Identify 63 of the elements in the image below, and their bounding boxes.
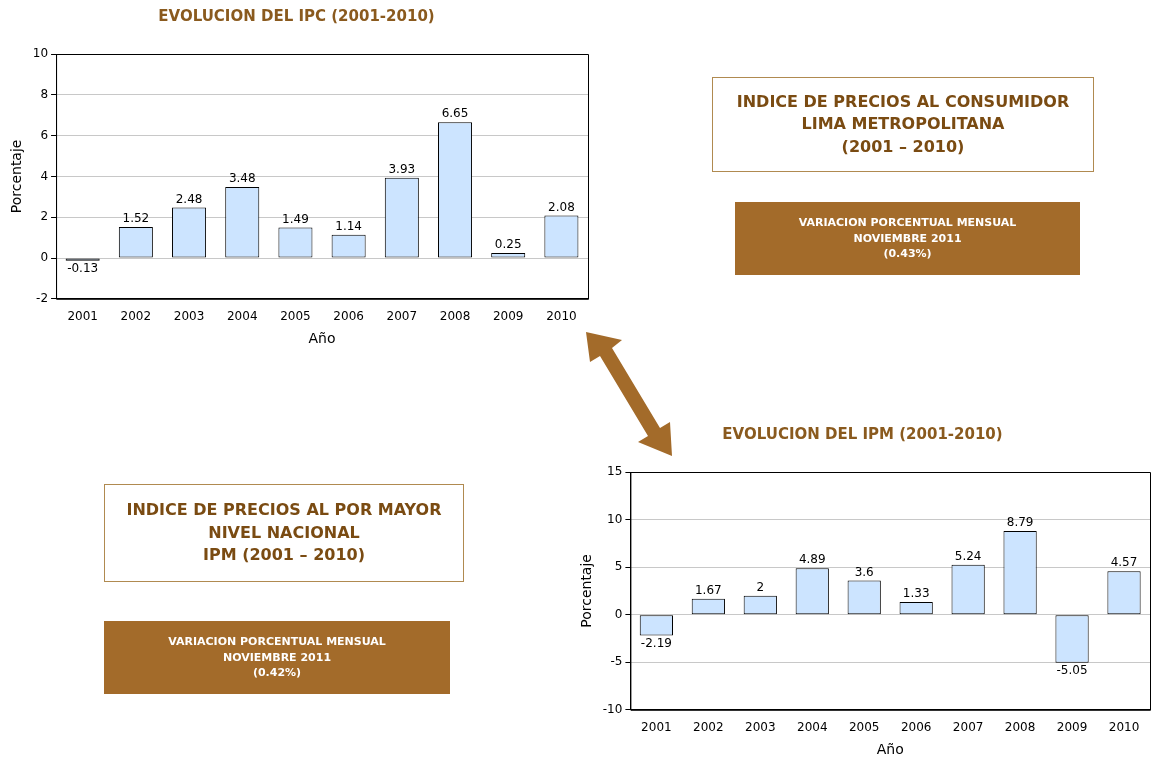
y-tick-label: -10 (602, 701, 623, 716)
x-tick-label: 2008 (1004, 720, 1036, 735)
data-label: 8.79 (1006, 515, 1034, 530)
data-label: -5.05 (1056, 662, 1088, 677)
x-tick-label: 2008 (439, 309, 471, 324)
data-label: 1.14 (335, 218, 362, 233)
x-tick-label: 2010 (546, 309, 577, 324)
data-label: 1.67 (694, 582, 722, 597)
x-tick-label: 2001 (67, 309, 98, 324)
x-axis-title: Año (308, 330, 336, 347)
data-label: 4.89 (798, 552, 826, 567)
data-label: 4.57 (1110, 555, 1138, 570)
data-label: 1.49 (282, 211, 309, 226)
data-label: 1.52 (122, 211, 150, 226)
text: INDICE DE PRECIOS AL CONSUMIDOR LIMA METROPOLITANA (2001 – 2010) (712, 77, 1094, 172)
data-label: 2.08 (548, 199, 575, 214)
x-tick-label: 2007 (386, 309, 418, 324)
y-tick-label: 8 (40, 86, 49, 101)
y-tick-label: 10 (32, 46, 49, 61)
x-tick-label: 2003 (173, 309, 205, 324)
y-tick-label: 0 (614, 606, 623, 621)
x-tick-label: 2005 (280, 309, 311, 324)
y-axis-title: Porcentaje (578, 554, 595, 628)
data-label: 2.48 (175, 191, 203, 206)
y-axis-title: Porcentaje (8, 139, 25, 214)
text: VARIACION PORCENTUAL MENSUAL NOVIEMBRE 2011 (0.43%) (735, 202, 1080, 275)
y-tick-label: 15 (607, 464, 623, 479)
x-tick-label: 2002 (693, 720, 724, 735)
x-tick-label: 2002 (120, 309, 152, 324)
y-tick-label: 0 (40, 250, 49, 265)
y-tick-label: 10 (607, 511, 623, 526)
data-label: -0.13 (67, 260, 99, 275)
chart-title: EVOLUCION DEL IPC (2001-2010) (158, 6, 435, 25)
x-tick-label: 2009 (1056, 720, 1088, 735)
data-label: 3.48 (228, 171, 256, 186)
data-label: 3.6 (854, 564, 874, 579)
data-label: 2 (756, 579, 765, 594)
x-tick-label: 2003 (745, 720, 776, 735)
x-tick-label: 2005 (848, 720, 880, 735)
data-label: 5.24 (954, 548, 982, 563)
data-label: 0.25 (494, 237, 522, 252)
x-tick-label: 2006 (900, 720, 932, 735)
data-label: -2.19 (640, 635, 672, 650)
data-label: 3.93 (388, 161, 416, 176)
x-tick-label: 2001 (641, 720, 672, 735)
chart-title: EVOLUCION DEL IPM (2001-2010) (722, 424, 1003, 443)
y-tick-label: 6 (40, 127, 49, 142)
y-tick-label: 5 (614, 559, 623, 574)
x-tick-label: 2010 (1108, 720, 1140, 735)
text: INDICE DE PRECIOS AL POR MAYOR NIVEL NACIONAL IPM (2001 – 2010) (104, 484, 464, 582)
x-tick-label: 2006 (333, 309, 364, 324)
data-label: 6.65 (441, 106, 469, 121)
data-label: 1.33 (902, 586, 930, 601)
x-tick-label: 2004 (226, 309, 258, 324)
x-tick-label: 2004 (796, 720, 828, 735)
x-tick-label: 2007 (952, 720, 984, 735)
x-axis-title: Año (876, 741, 904, 758)
y-tick-label: -5 (610, 654, 623, 669)
y-tick-label: 2 (40, 209, 49, 224)
y-tick-label: 4 (40, 168, 49, 183)
y-tick-label: -2 (36, 290, 49, 305)
text: VARIACION PORCENTUAL MENSUAL NOVIEMBRE 2011 (0.42%) (104, 621, 450, 694)
x-tick-label: 2009 (492, 309, 524, 324)
